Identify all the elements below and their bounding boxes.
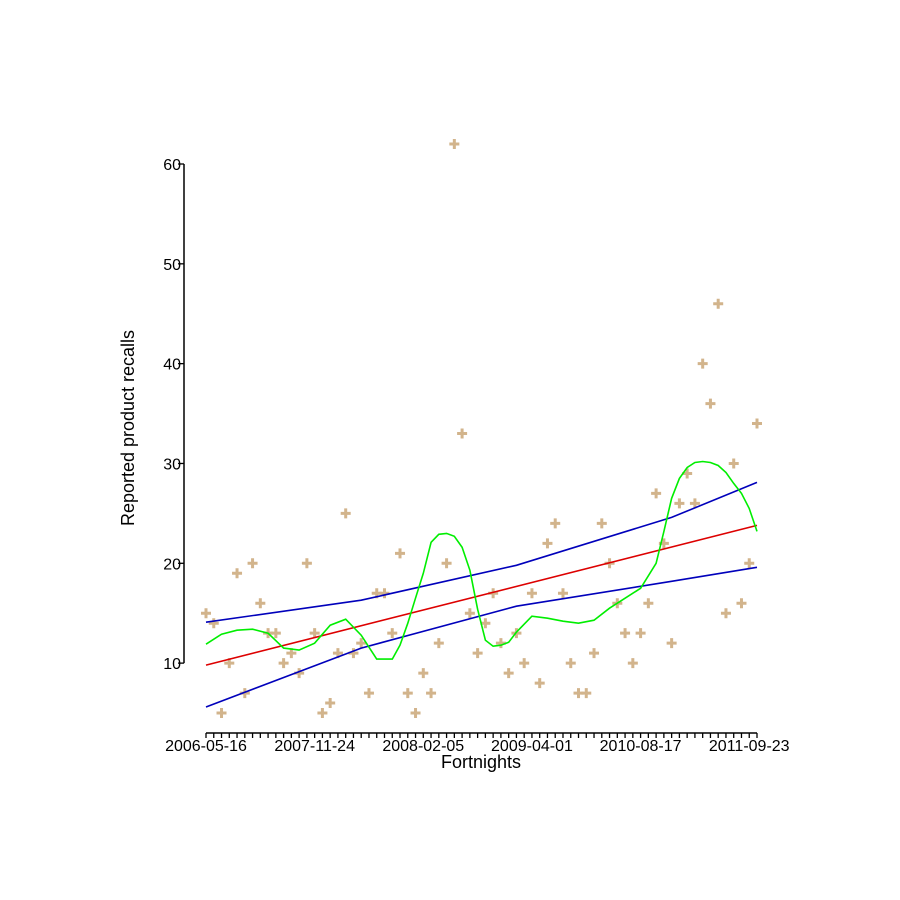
- data-point: [565, 658, 576, 669]
- y-axis-ticks: 10 20 30 40 50 60: [163, 157, 184, 673]
- data-points: [201, 139, 762, 719]
- data-point: [449, 139, 460, 150]
- data-point: [744, 558, 755, 569]
- data-point: [526, 588, 537, 599]
- data-point: [627, 658, 638, 669]
- data-point: [542, 538, 553, 549]
- x-axis-title: Fortnights: [441, 752, 521, 772]
- data-point: [620, 628, 631, 639]
- data-point: [418, 668, 429, 679]
- data-point: [426, 688, 437, 699]
- data-point: [596, 518, 607, 529]
- y-tick-label: 20: [163, 556, 181, 573]
- data-point: [309, 628, 320, 639]
- data-point: [208, 618, 219, 629]
- data-point: [317, 708, 328, 719]
- data-point: [581, 688, 592, 699]
- linear-fit-line: [205, 524, 758, 666]
- data-point: [651, 488, 662, 499]
- data-point: [270, 628, 281, 639]
- data-point: [736, 598, 747, 609]
- data-point: [720, 608, 731, 619]
- data-point: [697, 358, 708, 369]
- data-point: [472, 648, 483, 659]
- data-point: [713, 298, 724, 309]
- data-point: [534, 678, 545, 689]
- data-point: [232, 568, 243, 579]
- x-tick-label: 2010-08-17: [600, 738, 682, 755]
- data-point: [201, 608, 211, 619]
- data-point: [325, 698, 336, 709]
- data-point: [340, 508, 351, 519]
- data-point: [301, 558, 312, 569]
- smooth-curve-line: [205, 460, 758, 660]
- y-tick-label: 60: [163, 157, 181, 174]
- data-point: [216, 708, 227, 719]
- data-point: [433, 638, 444, 649]
- x-tick-label: 2011-09-23: [709, 738, 790, 755]
- data-point: [503, 668, 514, 679]
- data-point: [278, 658, 289, 669]
- data-point: [550, 518, 561, 529]
- data-point: [247, 558, 258, 569]
- y-tick-label: 10: [163, 656, 181, 673]
- data-point: [589, 648, 600, 659]
- y-tick-label: 40: [163, 357, 181, 374]
- data-point: [402, 688, 413, 699]
- data-point: [674, 498, 685, 509]
- data-point: [387, 628, 398, 639]
- data-point: [557, 588, 568, 599]
- confidence-band-lower-line: [205, 566, 758, 708]
- y-axis-title: Reported product recalls: [118, 330, 138, 526]
- data-point: [457, 428, 468, 439]
- x-tick-label: 2006-05-16: [165, 738, 247, 755]
- y-tick-label: 30: [163, 456, 181, 473]
- data-point: [635, 628, 646, 639]
- data-point: [410, 708, 421, 719]
- data-point: [666, 638, 677, 649]
- x-tick-label: 2009-04-01: [491, 738, 573, 755]
- data-point: [464, 608, 475, 619]
- data-point: [395, 548, 406, 559]
- x-tick-label: 2008-02-05: [382, 738, 464, 755]
- confidence-band-upper-line: [205, 481, 758, 623]
- data-point: [752, 418, 762, 429]
- x-axis-ticks: 2006-05-16 2007-11-24 2008-02-05 2009-04-01…: [165, 733, 790, 755]
- data-point: [728, 458, 739, 469]
- plot-area: 10 20 30 40 50 60 2006-05-16 2007-11-24 2008-02…: [163, 139, 790, 755]
- y-tick-label: 50: [163, 257, 181, 274]
- data-point: [480, 618, 491, 629]
- data-point: [441, 558, 452, 569]
- data-point: [356, 638, 367, 649]
- data-point: [363, 688, 374, 699]
- data-point: [519, 658, 530, 669]
- data-point: [643, 598, 654, 609]
- data-point: [689, 498, 700, 509]
- data-point: [379, 588, 390, 599]
- data-point: [255, 598, 266, 609]
- x-tick-label: 2007-11-24: [274, 738, 355, 755]
- data-point: [705, 398, 716, 409]
